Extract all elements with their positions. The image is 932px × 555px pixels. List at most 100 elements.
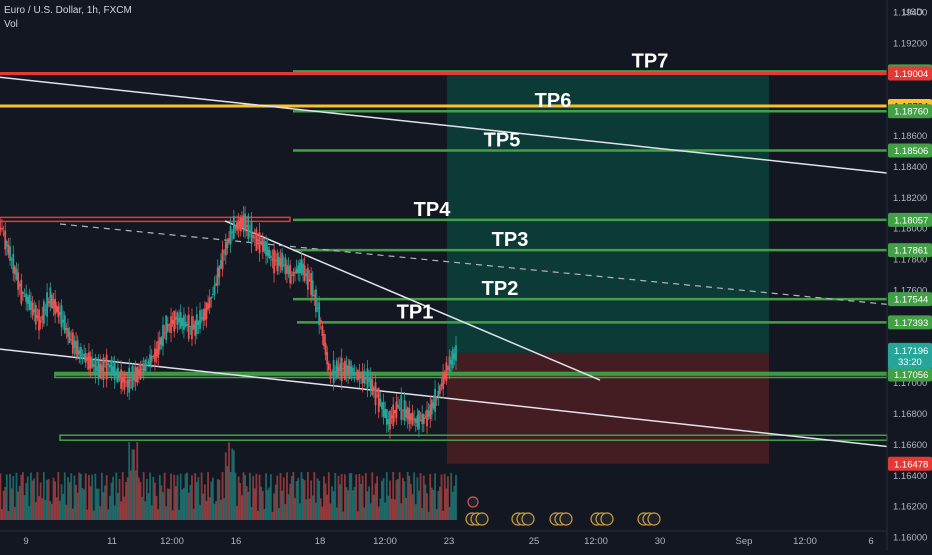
candle-body (335, 360, 338, 379)
candle-body (247, 215, 250, 240)
volume-bar (311, 495, 314, 520)
candle-body (382, 402, 385, 417)
volume-bar (179, 473, 182, 520)
price-label: 1.17544 (894, 295, 928, 306)
volume-bar (260, 486, 263, 520)
candle-body (403, 400, 406, 421)
candle-body (102, 357, 105, 381)
candle-body (184, 321, 187, 327)
volume-bar (51, 503, 53, 520)
volume-bar (443, 473, 446, 520)
volume-bar (187, 492, 190, 520)
candle-body (286, 264, 288, 274)
volume-bar (335, 507, 338, 520)
candle-body (416, 415, 419, 427)
candle-body (244, 213, 246, 232)
candle-body (432, 402, 435, 408)
candle-body (41, 315, 44, 320)
candle-body (223, 251, 226, 253)
event-marker-icon (475, 512, 489, 526)
volume-bar (400, 503, 403, 520)
candle-body (42, 301, 45, 324)
candle-body (120, 369, 123, 389)
volume-bar (374, 483, 377, 520)
volume-bar (364, 472, 367, 520)
stop-zone (447, 352, 769, 464)
candle-body (197, 320, 200, 325)
candle-body (253, 237, 256, 239)
volume-bar (178, 509, 180, 520)
volume-bar (326, 494, 329, 520)
volume-bar (171, 510, 174, 520)
candle-body (131, 366, 134, 389)
volume-bar (121, 472, 124, 520)
volume-bar (216, 479, 219, 520)
volume-bar (133, 449, 135, 520)
candle-body (352, 367, 354, 376)
volume-bar (60, 484, 63, 520)
candle-body (364, 377, 367, 380)
volume-bar (46, 479, 48, 520)
candle-body (229, 226, 232, 245)
candle-body (147, 361, 150, 364)
candle-body (292, 271, 295, 276)
volume-bar (25, 483, 28, 520)
candle-body (39, 320, 42, 323)
volume-bar (131, 449, 134, 520)
event-marker-icon (521, 512, 535, 526)
volume-bar (174, 486, 177, 520)
volume-bar (350, 473, 353, 520)
y-tick-label: 1.18000 (893, 224, 927, 235)
volume-bar (96, 488, 98, 520)
volume-bar (273, 493, 275, 520)
candle-body (439, 385, 441, 394)
candle-body (68, 331, 71, 343)
candle-body (271, 258, 274, 261)
volume-bar (197, 477, 200, 520)
price-label: 1.19004 (894, 69, 928, 80)
volume-bar (384, 502, 387, 520)
candle-body (216, 267, 219, 286)
current-price-box (888, 342, 932, 369)
candle-body (451, 348, 454, 368)
candle-body (321, 326, 324, 336)
volume-bar (139, 481, 142, 520)
candle-body (99, 363, 102, 378)
candle-body (340, 357, 343, 382)
volume-bar (284, 504, 287, 520)
volume-bar (213, 503, 216, 520)
volume-bar (70, 473, 73, 520)
volume-bar (397, 478, 399, 520)
candle-body (189, 325, 192, 327)
candle-body (186, 323, 189, 326)
volume-bar (91, 474, 94, 520)
volume-bar (23, 495, 26, 520)
volume-bar (218, 479, 221, 520)
volume-indicator-label[interactable]: Vol (4, 19, 18, 30)
candle-body (232, 216, 235, 239)
target-label-tp1: TP1 (397, 301, 434, 323)
volume-bar (117, 493, 119, 520)
candle-body (165, 315, 168, 341)
volume-bar (414, 504, 417, 520)
candle-body (0, 227, 2, 230)
volume-bar (105, 475, 108, 520)
candle-body (139, 363, 142, 380)
volume-bar (84, 473, 87, 520)
symbol-title[interactable]: Euro / U.S. Dollar, 1h, FXCM (4, 5, 132, 16)
candle-body (329, 372, 332, 380)
volume-bar (245, 485, 248, 520)
trend-line-upper (0, 76, 888, 174)
volume-bar (237, 476, 240, 520)
candle-body (268, 249, 271, 259)
volume-bar (145, 478, 148, 520)
price-label-box (888, 367, 932, 382)
candle-body (434, 388, 436, 412)
volume-bar (68, 482, 71, 520)
candle-body (450, 359, 453, 365)
volume-bar (413, 472, 416, 520)
volume-bar (73, 475, 76, 520)
volume-bar (205, 500, 208, 520)
